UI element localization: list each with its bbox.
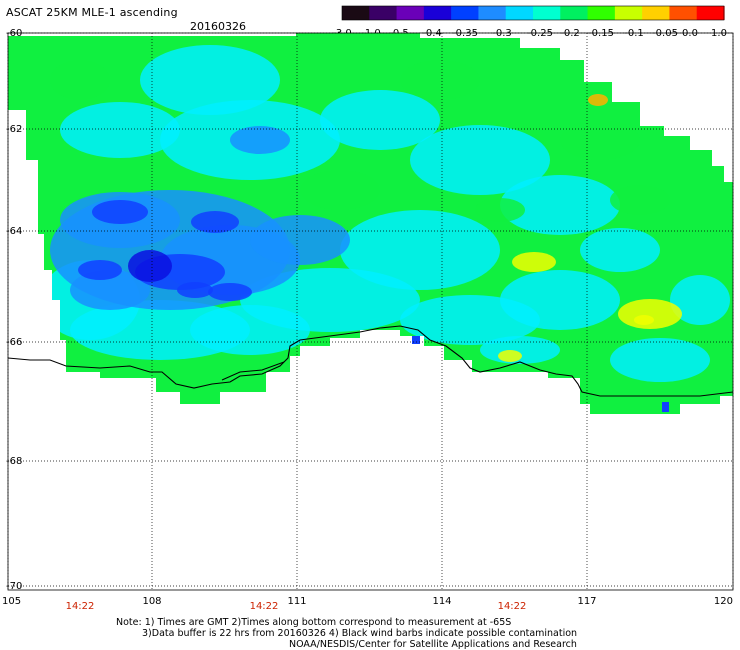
lat-label: -66	[6, 337, 22, 348]
swath-blob	[177, 282, 213, 298]
colorbar-tick-label: -0.3	[492, 28, 512, 39]
lat-label: -70	[6, 581, 22, 592]
colorbar-tick-label: -0.4	[422, 28, 442, 39]
swath-blob	[634, 315, 654, 325]
swath-blob	[475, 198, 525, 222]
colorbar-tick-label: 1.0	[711, 28, 727, 39]
swath-blob	[70, 270, 150, 310]
colorbar-swatch	[533, 6, 561, 20]
map-date: 20160326	[190, 20, 246, 33]
swath-blob	[78, 260, 122, 280]
lon-label: 120	[714, 596, 733, 607]
colorbar-swatch	[505, 6, 534, 20]
swath-blob	[480, 336, 560, 364]
coastline	[7, 325, 734, 397]
swath-blob	[560, 120, 640, 160]
swath-field	[8, 33, 733, 414]
colorbar-swatch	[614, 6, 643, 20]
colorbar-tick-label: -0.1	[624, 28, 644, 39]
note-line-3: NOAA/NESDIS/Center for Satellite Applica…	[289, 639, 577, 650]
swath-blob	[580, 228, 660, 272]
swath-blob	[300, 170, 380, 210]
coastline-inner	[221, 361, 285, 381]
colorbar-tick-label: -0.2	[560, 28, 580, 39]
note-line-1: Note: 1) Times are GMT 2)Times along bot…	[116, 617, 512, 628]
colorbar-swatch	[342, 6, 370, 20]
note-line-2: 3)Data buffer is 22 hrs from 20160326 4)…	[142, 628, 578, 639]
colorbar-swatch	[560, 6, 589, 20]
lat-label: -64	[6, 226, 22, 237]
colorbar-tick-label: -0.35	[452, 28, 478, 39]
colorbar-tick-label: -0.25	[527, 28, 553, 39]
swath-blob	[50, 60, 110, 100]
swath-pixel	[662, 402, 669, 412]
colorbar-swatch	[423, 6, 452, 20]
time-label: 14:22	[66, 601, 95, 612]
swath-blob	[400, 60, 480, 100]
lat-label: -62	[6, 124, 22, 135]
swath-blob	[92, 200, 148, 224]
colorbar-swatch	[696, 6, 725, 20]
colorbar-swatch	[669, 6, 698, 20]
swath-blob	[610, 185, 670, 215]
swath-blob	[128, 250, 172, 282]
map-title: ASCAT 25KM MLE-1 ascending	[6, 6, 178, 19]
swath-blob	[140, 45, 280, 115]
colorbar-tick-label: -0.05	[652, 28, 678, 39]
colorbar-tick-label: 0.0	[682, 28, 698, 39]
swath-blob	[250, 215, 350, 265]
time-label: 14:22	[498, 601, 527, 612]
colorbar-swatch	[642, 6, 671, 20]
colorbar-swatch	[369, 6, 398, 20]
swath-blob	[400, 295, 540, 345]
lat-label: -68	[6, 456, 22, 467]
swath-pixel	[412, 336, 420, 344]
swath-blob	[320, 90, 440, 150]
lat-label: -60	[6, 28, 22, 39]
swath-blob	[512, 252, 556, 272]
colorbar-tick-label: -0.15	[588, 28, 614, 39]
swath-blob	[230, 126, 290, 154]
grid	[7, 32, 734, 590]
lon-label: 111	[287, 596, 306, 607]
swath-blob	[498, 350, 522, 362]
colorbar-swatch	[396, 6, 425, 20]
swath-blob	[190, 305, 310, 355]
lon-label: 117	[577, 596, 596, 607]
swath-blob	[610, 338, 710, 382]
colorbar-swatch	[478, 6, 507, 20]
colorbar-swatch	[587, 6, 616, 20]
lon-label: 108	[142, 596, 161, 607]
time-label: 14:22	[250, 601, 279, 612]
swath-blob	[208, 283, 252, 301]
swath-blob	[340, 210, 500, 290]
swath-blob	[588, 94, 608, 106]
swath-blob	[670, 275, 730, 325]
colorbar-frame	[341, 5, 725, 21]
swath-blob	[60, 102, 180, 158]
swath-blob	[500, 175, 620, 235]
swath-blob	[618, 299, 682, 329]
colorbar-swatch	[451, 6, 480, 20]
map-frame	[7, 32, 734, 591]
lon-label: 105	[2, 596, 21, 607]
swath-blob	[191, 211, 239, 233]
lon-label: 114	[432, 596, 451, 607]
swath-blob	[410, 125, 550, 195]
